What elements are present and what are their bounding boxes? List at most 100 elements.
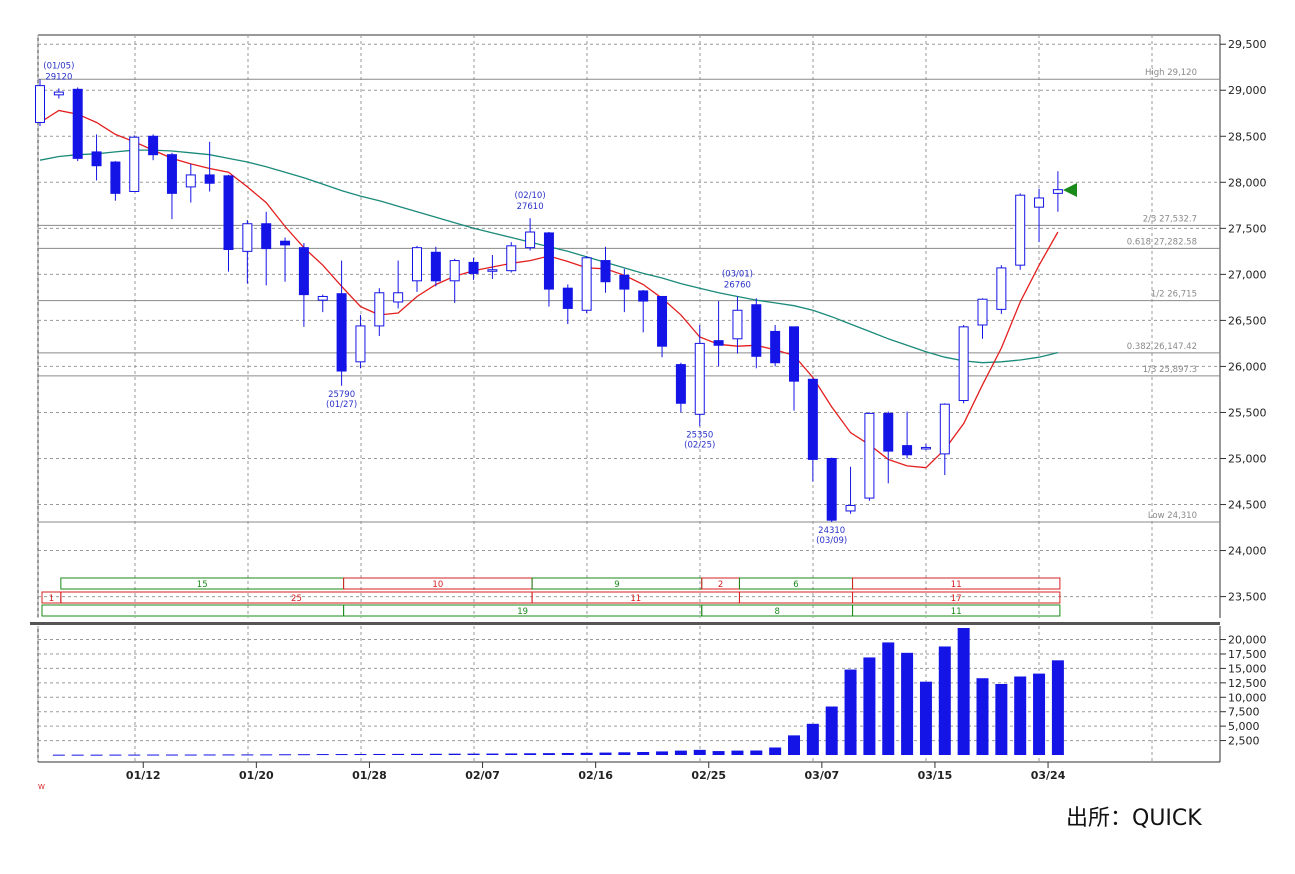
annotation-date: (03/01): [722, 269, 753, 279]
candle: [468, 257, 479, 280]
candle-body-up: [958, 326, 969, 401]
candle: [242, 220, 253, 284]
date-tick-label: 01/28: [352, 769, 387, 782]
price-gridlines: [37, 34, 1221, 618]
volume-bar: [844, 669, 857, 755]
volume-bar: [241, 754, 254, 756]
candle: [298, 243, 309, 327]
count-label: 11: [951, 580, 962, 590]
volume-bar: [335, 754, 348, 756]
candle: [902, 411, 913, 459]
candle: [506, 242, 517, 273]
annotation-value: 25350: [686, 430, 713, 440]
candle-body-down: [223, 175, 234, 251]
date-tick-label: 02/07: [465, 769, 500, 782]
candle-body-down: [826, 457, 837, 521]
candle-body-up: [53, 91, 64, 96]
volume-bar: [957, 628, 970, 755]
candle-body-down: [204, 174, 215, 184]
volume-bar: [599, 752, 612, 755]
count-label: 8: [774, 607, 779, 617]
price-tick-label: 26,500: [1228, 314, 1267, 327]
candle: [393, 260, 404, 309]
candle-body-down: [261, 223, 272, 250]
candle: [336, 260, 347, 386]
candle-body-up: [845, 504, 856, 512]
volume-bar: [1014, 676, 1027, 755]
annotation-date: (02/25): [684, 440, 715, 450]
price-tick-label: 29,500: [1228, 38, 1267, 51]
volume-bar: [561, 752, 574, 755]
count-label: 1: [49, 594, 54, 604]
price-tick-label: 25,500: [1228, 406, 1267, 419]
candle: [543, 232, 554, 307]
candle: [355, 314, 366, 369]
volume-bar: [222, 754, 235, 756]
candle-body-up: [694, 342, 705, 415]
volume-bar: [637, 751, 650, 755]
volume-tick-label: 10,000: [1228, 691, 1267, 704]
count-label: 25: [291, 594, 302, 604]
candle-body-down: [166, 154, 177, 194]
date-tick-label: 02/16: [578, 769, 613, 782]
count-label: 6: [793, 580, 798, 590]
price-axis: 23,500 24,000 24,500 25,000 25,500 26,000 26,5…: [1220, 38, 1267, 604]
candle: [826, 457, 837, 523]
volume-bar: [863, 657, 876, 755]
candle-body-down: [675, 364, 686, 404]
annotation-date: (02/10): [515, 191, 546, 201]
candle: [110, 161, 121, 201]
peak-trough-annotations: (01/05)29120 25790(01/27) (02/10)27610 2535…: [43, 61, 847, 546]
candle: [732, 296, 743, 354]
annotation-value: 26760: [724, 280, 751, 290]
candle-body-down: [110, 161, 121, 194]
annotation-value: 27610: [517, 202, 544, 212]
candle: [939, 403, 950, 476]
candle-body-down: [543, 232, 554, 290]
price-tick-label: 28,500: [1228, 130, 1267, 143]
candle: [638, 290, 649, 333]
candle-body-up: [506, 245, 517, 272]
volume-tick-label: 20,000: [1228, 634, 1267, 647]
candle-body-up: [1052, 189, 1063, 194]
annotation-value: 24310: [818, 526, 845, 536]
volume-bar: [128, 754, 141, 756]
date-tick-label: 03/07: [805, 769, 840, 782]
volume-bar: [354, 754, 367, 756]
retracement-label: 0.618 27,282.58: [1127, 237, 1197, 247]
volume-bar: [693, 749, 706, 755]
candle-body-down: [883, 412, 894, 452]
volume-bar: [392, 753, 405, 755]
volume-bar: [882, 642, 895, 755]
count-label: 11: [951, 607, 962, 617]
candle-body-down: [336, 293, 347, 372]
volume-bar: [373, 753, 386, 755]
count-label: 17: [951, 594, 962, 604]
volume-bar: [486, 753, 499, 755]
candle-body-up: [581, 257, 592, 311]
retracement-label: 0.382 26,147.42: [1127, 342, 1197, 352]
volume-bar: [448, 753, 461, 755]
candle-body-down: [72, 88, 83, 159]
candle: [204, 141, 215, 192]
price-panel: High 29,120 2/3 27,532.7 0.618 27,282.58 1/…: [35, 34, 1267, 618]
candle-body-down: [298, 247, 309, 296]
candle: [166, 152, 177, 220]
volume-bar: [147, 754, 160, 756]
retracement-label: 2/3 27,532.7: [1143, 214, 1197, 224]
count-segment: [852, 577, 1061, 590]
candle-body-up: [1034, 197, 1045, 208]
volume-bar: [109, 754, 122, 756]
candle-body-down: [657, 295, 668, 347]
volume-bar: [825, 706, 838, 755]
count-segment: [41, 604, 345, 617]
annotation-value: 29120: [45, 72, 72, 82]
candle-body-down: [280, 240, 291, 246]
candle: [129, 135, 140, 193]
candle-body-up: [487, 269, 498, 272]
candle-body-down: [751, 304, 762, 357]
volume-tick-label: 7,500: [1228, 706, 1260, 719]
volume-tick-label: 2,500: [1228, 735, 1260, 748]
date-tick-label: 03/24: [1031, 769, 1066, 782]
